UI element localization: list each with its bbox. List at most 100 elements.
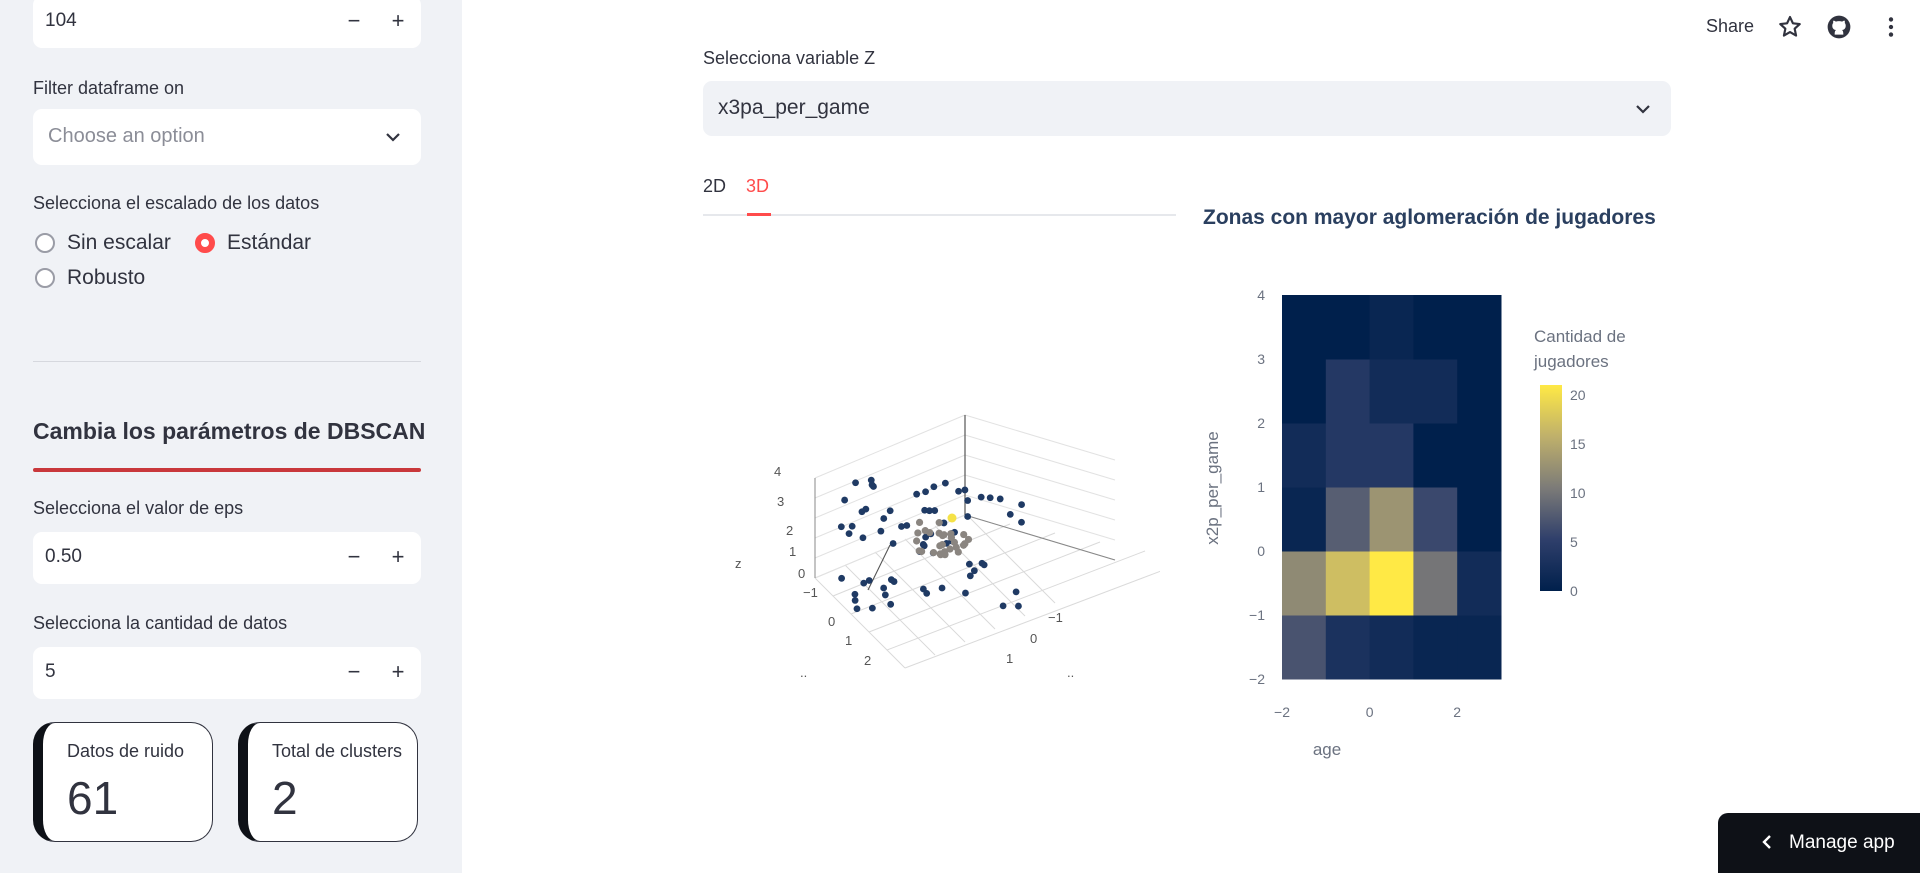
scatter-point <box>964 513 972 520</box>
scatter-point <box>961 486 969 494</box>
heatmap-chart[interactable]: −2 −1 0 1 2 3 4 −2 0 2 age x2p_per_game Cantidad… <box>1190 270 1690 790</box>
scatter-point <box>1006 510 1014 518</box>
scatter-point <box>1018 501 1025 508</box>
z-variable-select[interactable]: x3pa_per_game <box>703 81 1671 136</box>
3d-grid <box>814 414 1160 669</box>
min-samples-input[interactable]: 5 − + <box>33 647 421 699</box>
scatter-point <box>919 541 927 548</box>
dbscan-heading: Cambia los parámetros de DBSCAN <box>33 418 426 444</box>
more-vertical-icon[interactable] <box>1878 14 1904 40</box>
z-tick: 1 <box>789 544 796 559</box>
tab-3d[interactable]: 3D <box>746 176 770 196</box>
metric-value: 2 <box>272 772 298 824</box>
heatmap-cell <box>1413 423 1458 488</box>
scatter-point <box>929 548 938 557</box>
radio-circle[interactable] <box>35 233 55 253</box>
min-samples-decrement-button[interactable]: − <box>347 659 361 684</box>
scaling-label: Selecciona el escalado de los datos <box>33 193 320 213</box>
heatmap-colorbar-title: Cantidad de jugadores <box>1533 327 1626 371</box>
heatmap-cell <box>1369 551 1414 616</box>
scatter-point <box>848 522 856 530</box>
radio-circle-selected[interactable] <box>195 233 215 253</box>
scatter-point <box>918 547 926 556</box>
heatmap-cell <box>1325 359 1371 424</box>
scatter-point <box>868 604 876 612</box>
scatter-point <box>1018 518 1025 526</box>
top-number-value[interactable]: 104 <box>45 10 77 31</box>
scatter-point <box>913 490 921 498</box>
scatter-point <box>930 483 938 491</box>
heatmap-cell <box>1282 551 1327 616</box>
metric-value: 61 <box>67 772 119 824</box>
scatter-point <box>923 590 931 597</box>
scatter-3d-plot[interactable]: z 4 3 2 1 0 −1 0 1 2 −1 0 1 .. .. <box>700 390 1160 690</box>
scatter-point <box>986 494 994 502</box>
scatter-point <box>926 507 933 515</box>
star-icon[interactable] <box>1777 14 1803 40</box>
manage-app-button[interactable]: Manage app <box>1718 813 1920 873</box>
radio-estandar[interactable]: Estándar <box>195 231 311 255</box>
heatmap-cell <box>1413 487 1458 552</box>
eps-label: Selecciona el valor de eps <box>33 498 244 518</box>
scatter-point <box>977 493 985 501</box>
top-number-input[interactable]: 104 − + <box>33 0 421 48</box>
heatmap-y-ticks: −2 −1 0 1 2 3 4 <box>1249 287 1265 687</box>
scatter-point <box>841 496 849 504</box>
colorbar-title-line-2: jugadores <box>1533 352 1609 371</box>
radio-robusto[interactable]: Robusto <box>35 266 145 290</box>
y-tick-label: −2 <box>1249 671 1265 687</box>
filter-select[interactable]: Choose an option <box>33 109 421 165</box>
min-samples-value[interactable]: 5 <box>45 661 56 682</box>
colorbar-tick: 0 <box>1570 583 1578 599</box>
scatter-point <box>889 540 897 547</box>
y-tick-label: −1 <box>1249 607 1265 623</box>
tab-2d[interactable]: 2D <box>703 176 727 196</box>
scatter-point <box>921 527 929 535</box>
filter-label: Filter dataframe on <box>33 78 185 98</box>
heatmap-cell <box>1457 423 1502 488</box>
z-variable-value: x3pa_per_game <box>718 96 870 119</box>
y-tick-label: 1 <box>1257 479 1265 495</box>
eps-value[interactable]: 0.50 <box>45 546 82 567</box>
scatter-point <box>962 589 969 597</box>
z-tick: 0 <box>798 566 805 581</box>
eps-increment-button[interactable]: + <box>391 544 405 569</box>
heatmap-cell <box>1457 295 1502 360</box>
colorbar-title-line-1: Cantidad de <box>1534 327 1626 346</box>
min-samples-increment-button[interactable]: + <box>391 659 405 684</box>
y-tick: −1 <box>1048 610 1063 625</box>
increment-button[interactable]: + <box>391 8 405 33</box>
tab-underline-track <box>703 214 1176 216</box>
y-axis-title: .. <box>1067 665 1074 680</box>
tab-active-indicator <box>747 213 771 216</box>
heatmap-cell <box>1325 615 1371 680</box>
eps-decrement-button[interactable]: − <box>347 544 361 569</box>
scatter-point <box>941 479 949 487</box>
scatter-point <box>862 505 870 513</box>
heatmap-cell <box>1282 295 1327 360</box>
scatter-point <box>937 551 945 559</box>
y-tick: 1 <box>1006 651 1013 666</box>
scatter-point <box>865 577 873 584</box>
share-button[interactable]: Share <box>1706 16 1755 36</box>
decrement-button[interactable]: − <box>347 8 361 33</box>
scatter-point <box>1012 588 1020 596</box>
x-tick: 0 <box>828 614 835 629</box>
scatter-point <box>852 479 859 487</box>
x-tick: 1 <box>845 633 852 648</box>
sidebar-divider <box>33 361 421 362</box>
scatter-point <box>887 576 895 584</box>
chevron-down-icon <box>386 133 400 142</box>
heatmap-y-axis-title: x2p_per_game <box>1203 431 1222 544</box>
heatmap-cell <box>1413 551 1458 616</box>
heatmap-cell <box>1325 551 1371 616</box>
radio-circle[interactable] <box>35 268 55 288</box>
radio-sin-escalar[interactable]: Sin escalar <box>35 231 171 255</box>
scatter-point <box>903 522 911 529</box>
scatter-point <box>915 518 924 526</box>
manage-app-label: Manage app <box>1789 832 1895 853</box>
github-icon[interactable] <box>1826 14 1852 40</box>
scatter-point <box>887 600 895 608</box>
eps-input[interactable]: 0.50 − + <box>33 532 421 584</box>
scatter-point <box>845 530 853 537</box>
